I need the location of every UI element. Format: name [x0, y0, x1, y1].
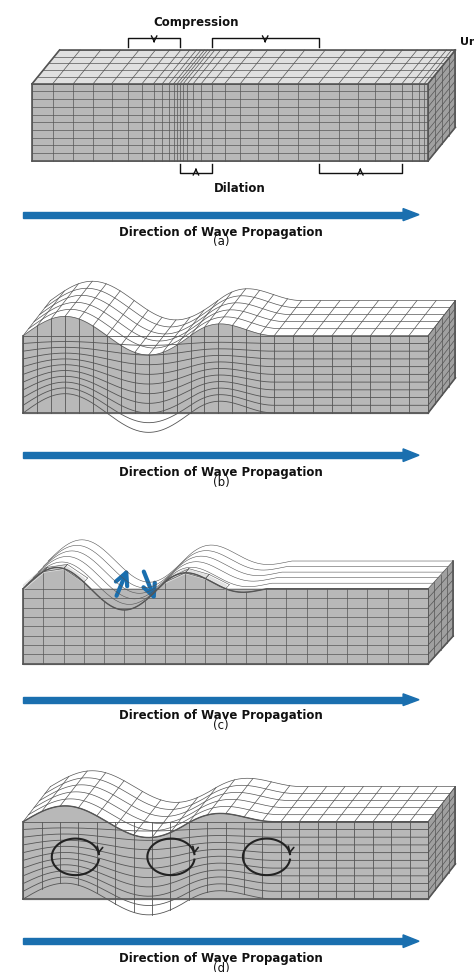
- Text: (b): (b): [213, 475, 229, 489]
- Polygon shape: [428, 561, 453, 664]
- Text: Direction of Wave Propagation: Direction of Wave Propagation: [119, 710, 323, 722]
- Text: (a): (a): [213, 235, 229, 249]
- Text: Direction of Wave Propagation: Direction of Wave Propagation: [119, 952, 323, 965]
- Text: Direction of Wave Propagation: Direction of Wave Propagation: [119, 466, 323, 479]
- Polygon shape: [428, 50, 456, 161]
- Polygon shape: [32, 84, 428, 161]
- Text: Direction of Wave Propagation: Direction of Wave Propagation: [119, 226, 323, 239]
- Text: Dilation: Dilation: [214, 182, 266, 195]
- Polygon shape: [428, 300, 456, 413]
- Text: Undisturbed Medium: Undisturbed Medium: [460, 37, 474, 47]
- Polygon shape: [403, 449, 419, 462]
- Bar: [23, 697, 408, 703]
- Polygon shape: [403, 935, 419, 948]
- Polygon shape: [403, 209, 419, 221]
- Bar: [23, 212, 408, 218]
- Polygon shape: [428, 786, 456, 899]
- Polygon shape: [32, 50, 456, 84]
- Bar: [23, 452, 408, 459]
- Bar: [23, 938, 408, 945]
- Text: Compression: Compression: [153, 16, 239, 29]
- Text: (c): (c): [213, 718, 229, 732]
- Text: (d): (d): [213, 961, 229, 972]
- Polygon shape: [403, 694, 419, 706]
